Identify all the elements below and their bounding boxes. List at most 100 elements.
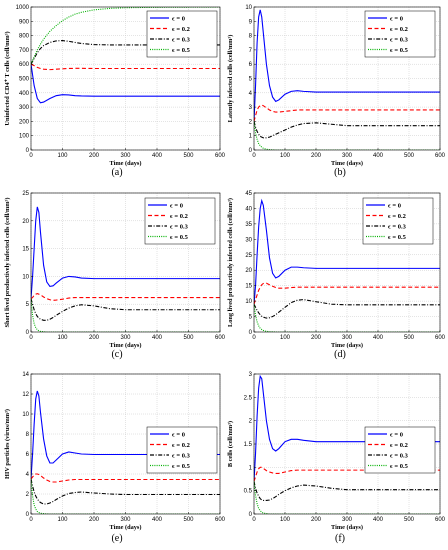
legend-entry: ϵ = 0.2 — [390, 442, 408, 449]
y-tick-label: 500 — [19, 77, 30, 83]
legend-entry: ϵ = 0.3 — [170, 223, 189, 230]
x-axis-label: Time (days) — [110, 160, 142, 167]
x-tick-label: 600 — [215, 335, 226, 341]
panel-label: (d) — [334, 349, 346, 360]
y-tick-label: 900 — [19, 19, 30, 25]
legend-entry: ϵ = 0 — [390, 15, 403, 22]
x-tick-label: 500 — [404, 335, 415, 341]
x-axis-label: Time (days) — [331, 342, 363, 349]
y-tick-label: 700 — [19, 48, 30, 54]
y-tick-label: 5 — [249, 315, 253, 321]
x-axis-label: Time (days) — [331, 524, 363, 531]
series-line-2 — [254, 282, 440, 305]
x-tick-label: 0 — [29, 517, 33, 523]
legend-box — [364, 426, 436, 474]
series-line-3 — [31, 298, 220, 321]
x-tick-label: 200 — [89, 335, 100, 341]
legend-entry: ϵ = 0 — [172, 15, 185, 22]
x-tick-label: 100 — [57, 335, 68, 341]
series-line-2 — [254, 466, 440, 482]
x-tick-label: 300 — [120, 335, 131, 341]
x-tick-label: 400 — [152, 153, 163, 159]
y-tick-label: 1.5 — [244, 442, 253, 448]
y-tick-label: 6 — [26, 452, 30, 458]
legend: ϵ = 0 ϵ = 0.2 ϵ = 0.3 ϵ = 0.5 — [364, 10, 436, 58]
y-tick-label: 20 — [245, 268, 252, 274]
x-tick-label: 600 — [435, 153, 446, 159]
y-tick-label: 400 — [19, 91, 30, 97]
legend: ϵ = 0 ϵ = 0.2 ϵ = 0.3 ϵ = 0.5 — [146, 426, 218, 474]
y-tick-label: 45 — [245, 191, 252, 197]
series-line-1 — [31, 206, 220, 299]
x-axis-label: Time (days) — [110, 524, 142, 531]
y-tick-label: 600 — [19, 62, 30, 68]
legend-entry: ϵ = 0.3 — [390, 452, 409, 459]
y-tick-label: 7 — [249, 48, 253, 54]
y-tick-label: 12 — [22, 392, 29, 398]
legend-box — [144, 197, 216, 245]
legend-entry: ϵ = 0.5 — [390, 47, 409, 54]
legend-box — [364, 10, 436, 58]
y-tick-label: 2.5 — [244, 395, 253, 401]
panel-5: 0 100 200 300 400 500 600 0 2 4 6 8 10 12 14 Time (days… — [4, 372, 226, 544]
panel-label: (c) — [111, 349, 122, 360]
y-tick-label: 200 — [19, 119, 30, 125]
x-tick-label: 300 — [120, 153, 131, 159]
y-tick-label: 10 — [245, 299, 252, 305]
legend-entry: ϵ = 0 — [388, 202, 401, 209]
x-tick-label: 100 — [57, 517, 68, 523]
x-tick-label: 100 — [280, 517, 291, 523]
x-tick-label: 200 — [89, 153, 100, 159]
y-tick-label: 8 — [249, 34, 253, 40]
panel-4: 0 100 200 300 400 500 600 0 5 10 15 20 25 30 35 40 45 Tim… — [227, 191, 446, 360]
series-line-1 — [31, 390, 220, 480]
x-tick-label: 100 — [57, 153, 68, 159]
y-tick-label: 0.5 — [244, 489, 253, 495]
panel-label: (f) — [335, 533, 345, 544]
y-tick-label: 2 — [249, 119, 253, 125]
y-axis-label: Latently infected cells (cell/mm³) — [227, 35, 234, 123]
y-tick-label: 4 — [26, 472, 30, 478]
x-tick-label: 0 — [29, 153, 33, 159]
x-tick-label: 300 — [342, 517, 353, 523]
legend-entry: ϵ = 0.2 — [390, 26, 408, 33]
legend-entry: ϵ = 0.5 — [390, 463, 409, 470]
y-tick-label: 0 — [26, 512, 30, 518]
x-tick-label: 300 — [120, 517, 131, 523]
y-axis-label: Short lived productively infected cells … — [4, 198, 11, 328]
legend: ϵ = 0 ϵ = 0.2 ϵ = 0.3 ϵ = 0.5 — [362, 197, 434, 245]
y-tick-label: 10 — [22, 274, 29, 280]
y-tick-label: 3 — [249, 105, 253, 111]
y-tick-label: 800 — [19, 34, 30, 40]
x-tick-label: 100 — [280, 335, 291, 341]
legend-box — [362, 197, 434, 245]
x-tick-label: 200 — [311, 335, 322, 341]
x-tick-label: 600 — [435, 517, 446, 523]
y-tick-label: 5 — [249, 77, 253, 83]
y-tick-label: 10 — [22, 412, 29, 418]
legend: ϵ = 0 ϵ = 0.2 ϵ = 0.3 ϵ = 0.5 — [144, 197, 216, 245]
y-tick-label: 9 — [249, 19, 253, 25]
x-tick-label: 500 — [404, 517, 415, 523]
y-tick-label: 25 — [245, 253, 252, 259]
y-tick-label: 1000 — [16, 5, 30, 11]
y-tick-label: 14 — [22, 372, 29, 378]
y-tick-label: 40 — [245, 206, 252, 212]
y-tick-label: 2 — [249, 419, 253, 425]
series-line-4 — [31, 298, 220, 332]
y-tick-label: 0 — [249, 148, 253, 154]
panel-label: (b) — [334, 167, 346, 178]
legend-entry: ϵ = 0.3 — [388, 223, 407, 230]
legend-entry: ϵ = 0 — [170, 202, 183, 209]
y-tick-label: 100 — [19, 134, 30, 140]
legend-entry: ϵ = 0.2 — [388, 213, 406, 220]
y-tick-label: 0 — [26, 148, 30, 154]
legend-entry: ϵ = 0.3 — [390, 36, 409, 43]
x-tick-label: 500 — [183, 517, 194, 523]
series-line-3 — [31, 478, 220, 505]
legend-entry: ϵ = 0.3 — [172, 452, 191, 459]
series-line-1 — [254, 9, 440, 122]
x-tick-label: 600 — [215, 153, 226, 159]
y-axis-label: HIV particles (virus/mm³) — [4, 409, 11, 479]
y-tick-label: 15 — [245, 284, 252, 290]
